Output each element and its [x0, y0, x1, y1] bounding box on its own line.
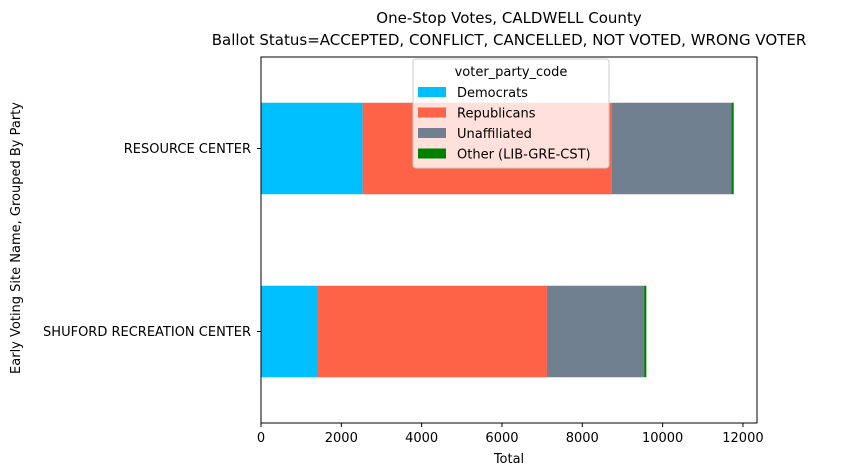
plot-frame: [260, 56, 758, 424]
x-tick-label: 2000: [325, 431, 358, 446]
x-tick-label: 8000: [566, 431, 599, 446]
legend-title: voter_party_code: [455, 65, 568, 80]
legend-box: [412, 58, 610, 169]
bar-0-0: [261, 102, 363, 195]
legend-swatch: [418, 148, 446, 159]
x-ticks-group: 0 2000 4000 6000 8000 10000 12000: [257, 423, 764, 446]
bar-1-1: [318, 285, 547, 378]
bar-1-0: [261, 285, 319, 378]
x-tick-label: 4000: [405, 431, 438, 446]
x-axis-label: Total: [493, 452, 524, 467]
chart-title: One-Stop Votes, CALDWELL County: [376, 9, 642, 27]
bar-1-2: [546, 285, 645, 378]
legend-entry: Republicans: [457, 107, 536, 122]
y-axis-label: Early Voting Site Name, Grouped By Party: [9, 102, 24, 374]
legend-swatch: [418, 128, 446, 138]
legend-swatch: [418, 107, 446, 118]
legend-entry: Unaffiliated: [457, 127, 532, 142]
x-tick-label: 0: [257, 431, 265, 446]
y-tick-label: RESOURCE CENTER: [124, 142, 251, 157]
chart-subtitle: Ballot Status=ACCEPTED, CONFLICT, CANCEL…: [212, 31, 807, 49]
y-ticks-group: RESOURCE CENTER SHUFORD RECREATION CENTER: [43, 142, 261, 340]
legend-entry: Other (LIB-GRE-CST): [457, 148, 591, 163]
legend-entry: Democrats: [457, 86, 528, 101]
bar-0-3: [731, 102, 734, 195]
legend-swatch: [418, 87, 446, 97]
bar-0-2: [611, 102, 732, 195]
bar-1-3: [644, 285, 647, 378]
x-tick-label: 12000: [722, 431, 763, 446]
y-tick-label: SHUFORD RECREATION CENTER: [43, 325, 251, 340]
x-tick-label: 10000: [642, 431, 683, 446]
x-tick-label: 6000: [485, 431, 518, 446]
legend: voter_party_code Democrats Republicans Unaf…: [412, 58, 610, 169]
